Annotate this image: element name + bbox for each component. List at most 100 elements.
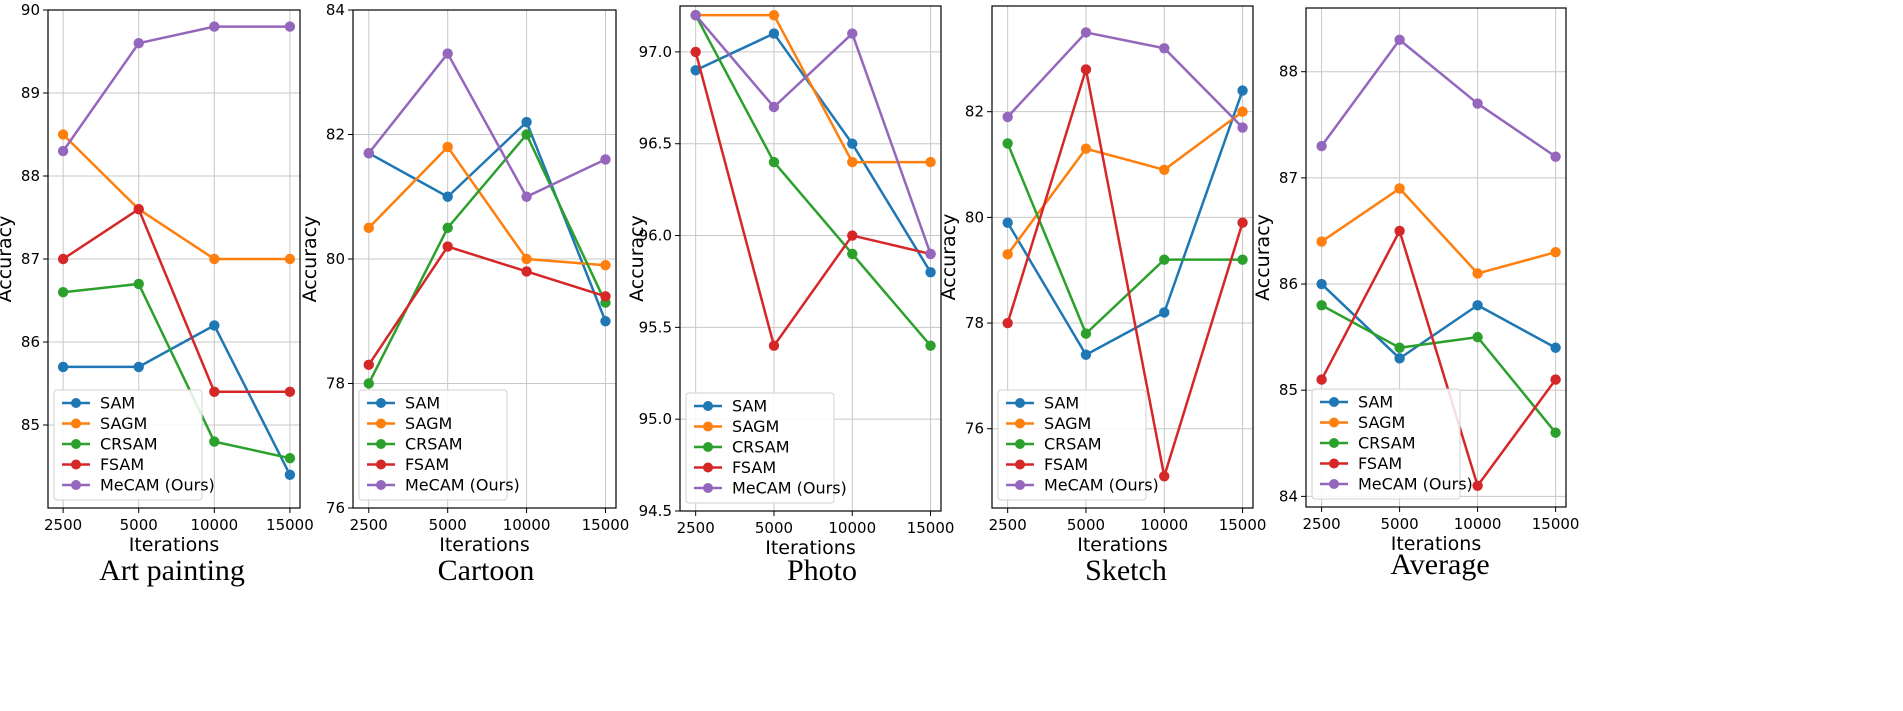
point-sagm bbox=[521, 253, 532, 265]
point-fsam bbox=[768, 340, 780, 351]
point-mecam-ours bbox=[1002, 111, 1013, 123]
legend-label-sam: SAM bbox=[732, 397, 767, 416]
legend-label-mecam-ours: MeCAM (Ours) bbox=[1358, 475, 1473, 494]
point-fsam bbox=[1080, 64, 1092, 75]
series-line-mecam-ours bbox=[367, 52, 607, 198]
legend-label-sam: SAM bbox=[1358, 393, 1393, 412]
y-tick-label: 87 bbox=[1279, 169, 1298, 187]
y-axis-label: Accuracy bbox=[299, 216, 321, 303]
point-crsam bbox=[133, 278, 144, 290]
point-sagm bbox=[209, 253, 220, 265]
x-tick-label: 15000 bbox=[907, 519, 955, 537]
series-line-mecam-ours bbox=[1006, 31, 1244, 129]
x-tick-label: 10000 bbox=[503, 516, 551, 534]
legend-marker-mecam-ours bbox=[1329, 479, 1339, 489]
legend-marker-sagm bbox=[71, 418, 81, 429]
legend-marker-sam bbox=[71, 398, 81, 408]
y-axis-label: Accuracy bbox=[1252, 214, 1274, 301]
point-crsam bbox=[1550, 427, 1561, 438]
series-line-fsam bbox=[367, 245, 606, 366]
point-sam bbox=[209, 320, 220, 331]
legend-label-sam: SAM bbox=[405, 394, 440, 413]
series-line-sam bbox=[63, 324, 292, 476]
y-tick-label: 85 bbox=[21, 416, 40, 434]
legend-marker-crsam bbox=[1329, 438, 1339, 448]
plot-frame bbox=[991, 5, 1254, 509]
point-fsam bbox=[690, 46, 701, 58]
point-mecam-ours bbox=[1159, 43, 1170, 54]
panel-title: Sketch bbox=[1085, 554, 1167, 587]
point-crsam bbox=[209, 436, 220, 447]
point-sam bbox=[1237, 85, 1248, 96]
point-fsam bbox=[363, 359, 374, 371]
x-tick-label: 10000 bbox=[190, 516, 238, 534]
x-tick-label: 5000 bbox=[755, 519, 793, 537]
series-line-fsam bbox=[1320, 229, 1557, 488]
point-mecam-ours bbox=[133, 38, 144, 49]
panel-title: Average bbox=[1390, 548, 1489, 581]
legend-label-sagm: SAGM bbox=[1358, 413, 1405, 432]
point-sam bbox=[1394, 353, 1405, 364]
point-sam bbox=[600, 316, 611, 327]
x-axis-label: Iterations bbox=[129, 534, 220, 556]
panel-title: Cartoon bbox=[438, 554, 535, 587]
legend-marker-sam bbox=[1015, 398, 1025, 408]
legend-marker-fsam bbox=[376, 459, 386, 470]
point-sam bbox=[284, 469, 296, 480]
point-sagm bbox=[925, 156, 936, 168]
legend-box bbox=[53, 389, 203, 501]
point-mecam-ours bbox=[1550, 151, 1561, 162]
point-mecam-ours bbox=[1472, 98, 1483, 109]
legend-marker-fsam bbox=[1015, 459, 1025, 470]
point-sam bbox=[521, 116, 532, 128]
x-tick-label: 10000 bbox=[1140, 516, 1188, 534]
point-crsam bbox=[768, 156, 780, 168]
legend-marker-mecam-ours bbox=[703, 483, 713, 493]
point-crsam bbox=[442, 222, 453, 234]
legend-marker-fsam bbox=[1329, 458, 1339, 469]
x-tick-label: 15000 bbox=[582, 516, 630, 534]
series-line-mecam-ours bbox=[62, 25, 290, 152]
legend-label-fsam: FSAM bbox=[732, 458, 776, 477]
legend-label-sam: SAM bbox=[1044, 394, 1079, 413]
legend-label-sagm: SAGM bbox=[732, 417, 779, 436]
point-crsam bbox=[1316, 300, 1327, 311]
legend-box bbox=[997, 389, 1147, 501]
legend-marker-sam bbox=[703, 401, 713, 411]
point-mecam-ours bbox=[925, 248, 936, 260]
y-tick-label: 87 bbox=[21, 250, 40, 268]
x-tick-label: 15000 bbox=[266, 516, 314, 534]
legend-marker-mecam-ours bbox=[376, 480, 386, 490]
series-line-crsam bbox=[1006, 142, 1243, 335]
point-sagm bbox=[768, 9, 780, 21]
legend-box bbox=[358, 389, 508, 501]
point-crsam bbox=[925, 340, 936, 351]
y-tick-label: 78 bbox=[326, 375, 345, 393]
legend-marker-crsam bbox=[1015, 439, 1025, 449]
panel-art-painting: 85 86 87 88 89 90 2500 5000 10000 15000 Iterations… bbox=[0, 1, 314, 587]
panel-title: Photo bbox=[787, 554, 857, 587]
legend-label-crsam: CRSAM bbox=[1044, 435, 1102, 454]
x-tick-label: 5000 bbox=[120, 516, 158, 534]
x-tick-label: 5000 bbox=[429, 516, 467, 534]
point-sagm bbox=[284, 253, 296, 265]
point-sagm bbox=[57, 129, 69, 140]
point-sagm bbox=[1550, 246, 1561, 258]
y-tick-label: 80 bbox=[326, 250, 345, 268]
y-tick-label: 80 bbox=[965, 208, 984, 226]
point-mecam-ours bbox=[209, 21, 220, 32]
point-mecam-ours bbox=[1237, 122, 1248, 133]
series-line-crsam bbox=[1321, 304, 1557, 434]
y-tick-label: 95.0 bbox=[639, 410, 672, 428]
point-mecam-ours bbox=[1080, 27, 1092, 38]
point-mecam-ours bbox=[600, 154, 611, 165]
point-sagm bbox=[1472, 268, 1483, 279]
point-fsam bbox=[847, 230, 858, 241]
point-crsam bbox=[1080, 328, 1092, 339]
y-tick-label: 88 bbox=[1279, 63, 1298, 81]
panel-title: Art painting bbox=[99, 554, 245, 587]
y-tick-label: 84 bbox=[326, 1, 345, 19]
point-sagm bbox=[1394, 183, 1405, 194]
legend-marker-mecam-ours bbox=[1015, 480, 1025, 490]
